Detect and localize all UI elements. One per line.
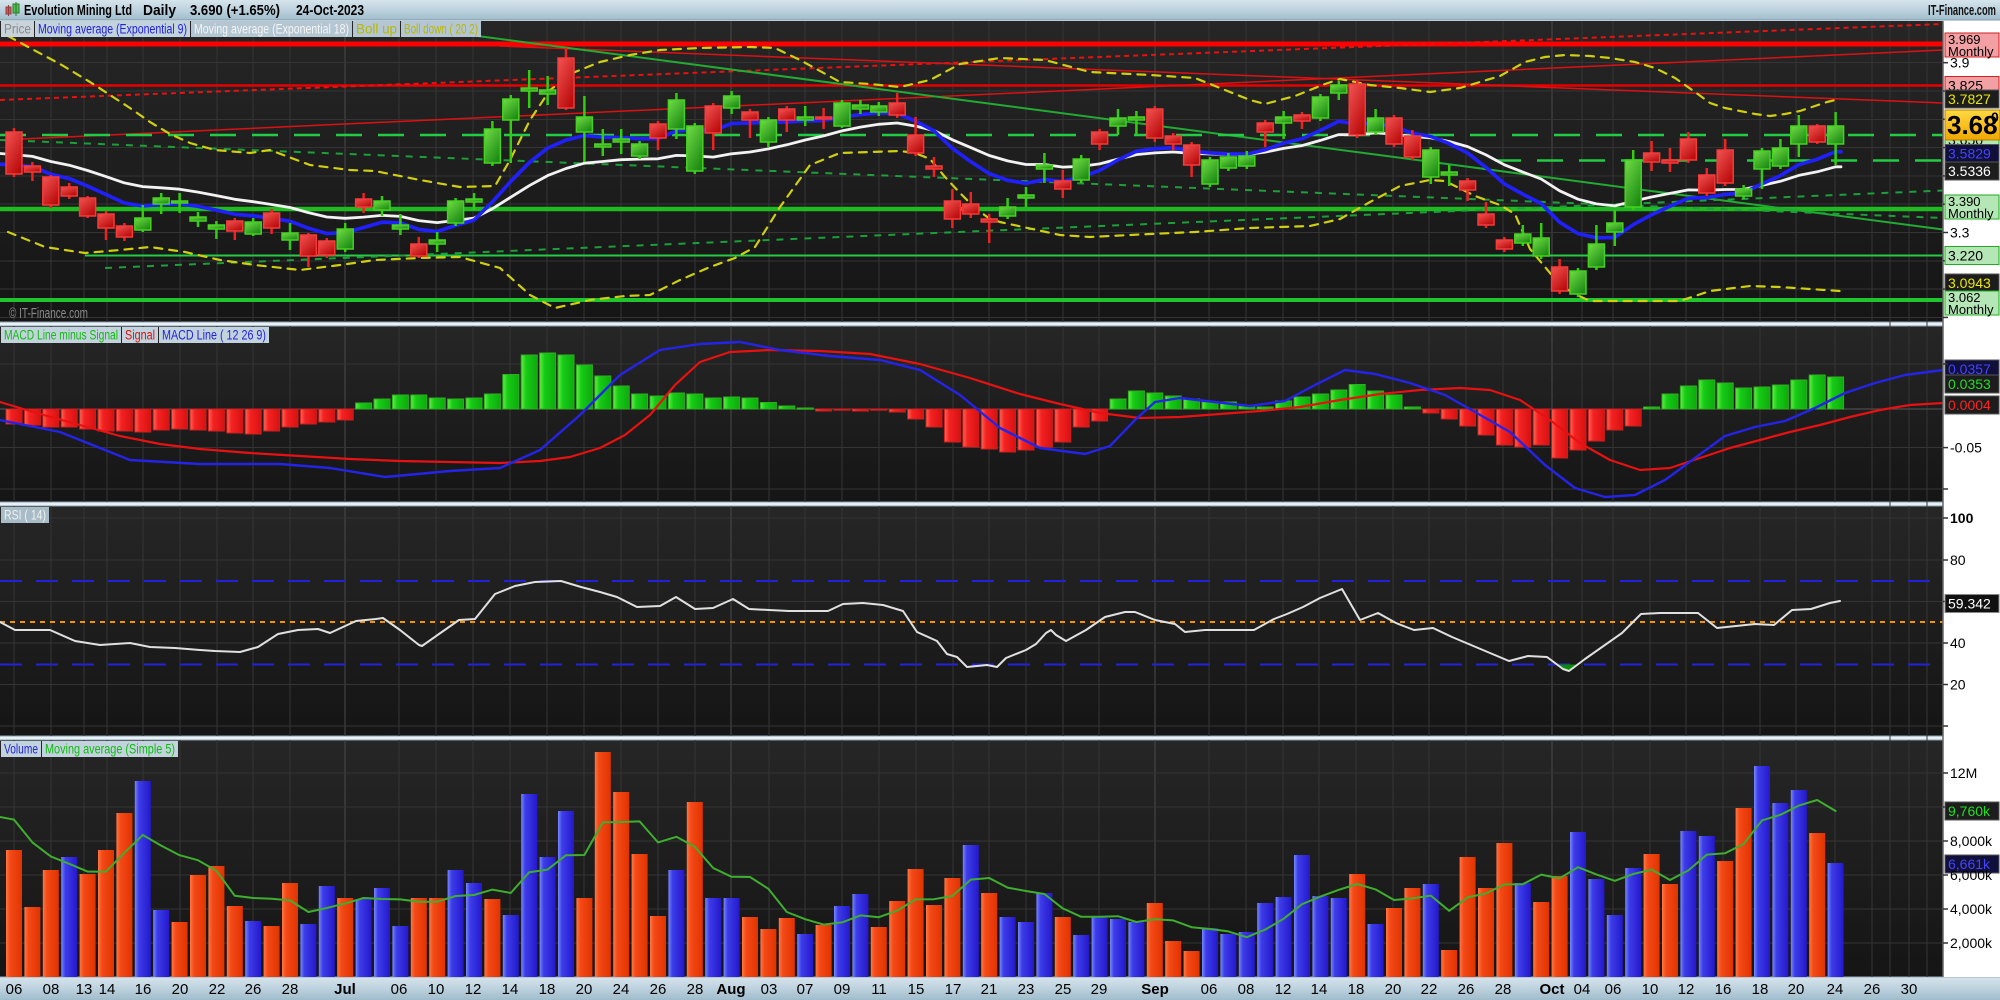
svg-text:3.9: 3.9: [1950, 55, 1970, 71]
svg-text:09: 09: [834, 981, 851, 998]
svg-text:25: 25: [1055, 981, 1072, 998]
svg-text:Volume: Volume: [4, 742, 38, 757]
svg-text:20: 20: [1950, 677, 1966, 693]
svg-text:Moving average (Exponential 18: Moving average (Exponential 18): [194, 22, 349, 37]
svg-text:06: 06: [1201, 981, 1218, 998]
svg-text:14: 14: [99, 981, 116, 998]
svg-text:Signal: Signal: [125, 328, 155, 343]
svg-text:MACD Line minus Signal: MACD Line minus Signal: [4, 328, 118, 343]
svg-text:2,000k: 2,000k: [1950, 935, 1993, 951]
svg-text:0.0004: 0.0004: [1948, 397, 1991, 413]
svg-text:24: 24: [1827, 981, 1844, 998]
svg-text:12: 12: [465, 981, 482, 998]
svg-text:3.0943: 3.0943: [1948, 275, 1991, 291]
svg-text:23: 23: [1018, 981, 1035, 998]
svg-text:26: 26: [650, 981, 667, 998]
svg-text:Evolution Mining Ltd: Evolution Mining Ltd: [24, 2, 132, 19]
svg-text:14: 14: [1311, 981, 1328, 998]
svg-text:28: 28: [282, 981, 299, 998]
svg-text:3.062: 3.062: [1948, 290, 1981, 305]
svg-text:20: 20: [1385, 981, 1402, 998]
svg-text:IT-Finance.com: IT-Finance.com: [1928, 2, 1996, 19]
svg-text:© IT-Finance.com: © IT-Finance.com: [9, 305, 88, 322]
svg-text:14: 14: [502, 981, 519, 998]
svg-text:07: 07: [797, 981, 814, 998]
svg-text:3.690 (+1.65%): 3.690 (+1.65%): [190, 2, 280, 19]
svg-text:59.342: 59.342: [1948, 596, 1991, 612]
svg-text:12: 12: [1275, 981, 1292, 998]
svg-text:20: 20: [576, 981, 593, 998]
svg-text:08: 08: [43, 981, 60, 998]
svg-text:0: 0: [1991, 109, 1999, 125]
svg-text:3.969: 3.969: [1948, 32, 1981, 47]
svg-text:16: 16: [1715, 981, 1732, 998]
svg-text:Aug: Aug: [716, 981, 745, 998]
svg-text:04: 04: [1574, 981, 1591, 998]
svg-text:10: 10: [428, 981, 445, 998]
svg-text:13: 13: [76, 981, 93, 998]
svg-text:Boll up: Boll up: [356, 22, 397, 37]
svg-text:3.5336: 3.5336: [1948, 163, 1991, 179]
svg-text:Boll down ( 20 2): Boll down ( 20 2): [404, 22, 478, 37]
svg-text:26: 26: [245, 981, 262, 998]
svg-text:28: 28: [1495, 981, 1512, 998]
svg-text:3.7827: 3.7827: [1948, 91, 1991, 107]
svg-text:100: 100: [1950, 510, 1974, 526]
svg-text:30: 30: [1901, 981, 1918, 998]
svg-text:18: 18: [539, 981, 556, 998]
svg-text:03: 03: [761, 981, 778, 998]
svg-text:80: 80: [1950, 552, 1966, 568]
svg-text:Sep: Sep: [1141, 981, 1169, 998]
svg-text:4,000k: 4,000k: [1950, 901, 1993, 917]
svg-text:Moving average (Simple 5): Moving average (Simple 5): [45, 742, 175, 757]
svg-text:18: 18: [1348, 981, 1365, 998]
svg-text:24: 24: [613, 981, 630, 998]
svg-text:3.220: 3.220: [1948, 248, 1983, 264]
svg-text:06: 06: [6, 981, 23, 998]
svg-text:3.5829: 3.5829: [1948, 146, 1991, 162]
svg-text:20: 20: [172, 981, 189, 998]
svg-text:0.0353: 0.0353: [1948, 376, 1991, 392]
svg-text:17: 17: [945, 981, 962, 998]
svg-text:26: 26: [1458, 981, 1475, 998]
svg-text:Moving average (Exponential 9): Moving average (Exponential 9): [38, 22, 187, 37]
svg-text:Monthly: Monthly: [1948, 302, 1994, 317]
svg-text:Oct: Oct: [1539, 981, 1564, 998]
svg-text:6,661k: 6,661k: [1948, 856, 1991, 872]
svg-text:21: 21: [981, 981, 998, 998]
svg-text:40: 40: [1950, 635, 1966, 651]
svg-text:06: 06: [391, 981, 408, 998]
svg-text:16: 16: [135, 981, 152, 998]
svg-text:6,000k: 6,000k: [1950, 867, 1993, 883]
svg-text:18: 18: [1752, 981, 1769, 998]
svg-text:-0.05: -0.05: [1950, 440, 1982, 456]
svg-text:28: 28: [687, 981, 704, 998]
svg-text:3.68: 3.68: [1947, 110, 1998, 140]
svg-text:22: 22: [209, 981, 226, 998]
svg-text:12M: 12M: [1950, 765, 1977, 781]
svg-text:22: 22: [1421, 981, 1438, 998]
svg-text:Jul: Jul: [334, 981, 356, 998]
svg-text:Monthly: Monthly: [1948, 44, 1994, 59]
svg-text:20: 20: [1788, 981, 1805, 998]
svg-text:Daily: Daily: [143, 2, 177, 19]
svg-text:08: 08: [1238, 981, 1255, 998]
svg-text:Price: Price: [4, 22, 31, 37]
svg-text:Monthly: Monthly: [1948, 206, 1994, 221]
svg-text:3.3: 3.3: [1950, 225, 1970, 241]
svg-text:11: 11: [871, 981, 887, 998]
svg-text:29: 29: [1091, 981, 1108, 998]
svg-text:0.0357: 0.0357: [1948, 361, 1991, 377]
svg-text:26: 26: [1864, 981, 1881, 998]
svg-text:8,000k: 8,000k: [1950, 833, 1993, 849]
svg-text:RSI ( 14): RSI ( 14): [4, 508, 46, 523]
svg-text:MACD Line ( 12 26 9): MACD Line ( 12 26 9): [162, 328, 266, 343]
svg-text:24-Oct-2023: 24-Oct-2023: [296, 2, 364, 19]
svg-text:3.390: 3.390: [1948, 194, 1981, 209]
svg-text:12: 12: [1678, 981, 1695, 998]
svg-text:10: 10: [1642, 981, 1659, 998]
svg-text:06: 06: [1605, 981, 1622, 998]
svg-text:9,760k: 9,760k: [1948, 803, 1991, 819]
svg-text:15: 15: [908, 981, 925, 998]
